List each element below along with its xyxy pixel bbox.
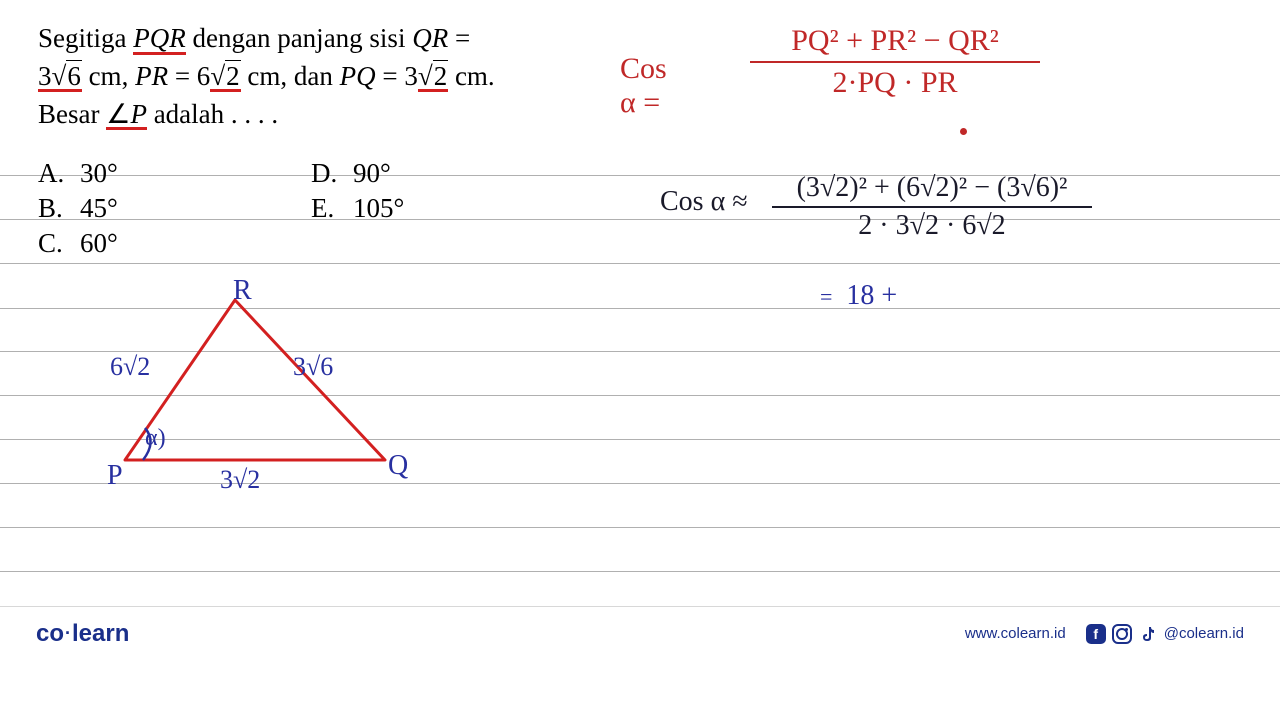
- q-text: Segitiga: [38, 23, 133, 53]
- q-text: cm,: [82, 61, 135, 91]
- angle-alpha: α): [145, 425, 166, 452]
- q-text: = 6: [168, 61, 210, 91]
- fraction-line: [772, 206, 1092, 208]
- angle-symbol: ∠: [106, 99, 130, 129]
- footer: co·learn www.colearn.id f @colearn.id: [0, 606, 1280, 660]
- colearn-logo: co·learn: [36, 620, 129, 648]
- formula-lhs: Cos α =: [620, 52, 667, 120]
- side-pr: 6√2: [110, 352, 150, 382]
- side-pq: 3√2: [220, 465, 260, 495]
- calc-numerator: (3√2)² + (6√2)² − (3√6)²: [772, 172, 1092, 204]
- q-sqrt: 2: [433, 60, 449, 91]
- logo-co: co: [36, 620, 64, 647]
- calc-denominator: 2 · 3√2 · 6√2: [772, 210, 1092, 242]
- q-sqrt: 6: [66, 60, 82, 91]
- formula-denominator: 2·PQ · PR: [750, 66, 1040, 100]
- q-var-pq: PQ: [340, 61, 376, 91]
- q-text: cm, dan: [241, 61, 340, 91]
- vertex-q: Q: [388, 450, 408, 482]
- q-text: Besar: [38, 99, 106, 129]
- q-text: =: [448, 23, 470, 53]
- option-d: D.90°: [311, 158, 404, 189]
- q-text: adalah . . . .: [147, 99, 278, 129]
- option-a: A.30°: [38, 158, 118, 189]
- fraction-line: [750, 61, 1040, 63]
- footer-right: www.colearn.id f @colearn.id: [965, 624, 1244, 644]
- red-dot: [960, 128, 967, 135]
- q-var-p: P: [130, 99, 147, 129]
- q-text: dengan panjang sisi: [186, 23, 412, 53]
- q-text: cm.: [448, 61, 495, 91]
- instagram-icon[interactable]: [1112, 624, 1132, 644]
- side-qr: 3√6: [293, 352, 333, 382]
- website-link[interactable]: www.colearn.id: [965, 625, 1066, 642]
- q-var-pqr: PQR: [133, 26, 185, 55]
- tiktok-icon[interactable]: [1138, 624, 1158, 644]
- option-b: B.45°: [38, 193, 118, 224]
- formula-numerator: PQ² + PR² − QR²: [750, 24, 1040, 58]
- option-e: E.105°: [311, 193, 404, 224]
- q-var-qr: QR: [412, 23, 448, 53]
- q-var-pr: PR: [135, 61, 168, 91]
- vertex-r: R: [233, 275, 252, 307]
- social-links: f @colearn.id: [1086, 624, 1244, 644]
- equals-sign: =: [820, 284, 832, 309]
- social-handle: @colearn.id: [1164, 625, 1244, 642]
- vertex-p: P: [107, 460, 123, 492]
- partial-result: = 18 +: [820, 280, 897, 312]
- triangle-diagram: R P Q 6√2 3√6 3√2 α): [85, 280, 435, 510]
- option-c: C.60°: [38, 228, 118, 259]
- question-text: Segitiga PQR dengan panjang sisi QR = 36…: [38, 20, 568, 133]
- q-sqrt: 2: [225, 60, 241, 91]
- facebook-icon[interactable]: f: [1086, 624, 1106, 644]
- logo-learn: learn: [72, 620, 129, 647]
- partial-value: 18 +: [846, 280, 897, 311]
- q-text: = 3: [376, 61, 418, 91]
- q-val: 3: [38, 61, 52, 91]
- calc-lhs: Cos α ≈: [660, 186, 748, 218]
- content-area: Segitiga PQR dengan panjang sisi QR = 36…: [0, 0, 1280, 660]
- logo-dot: ·: [64, 623, 72, 643]
